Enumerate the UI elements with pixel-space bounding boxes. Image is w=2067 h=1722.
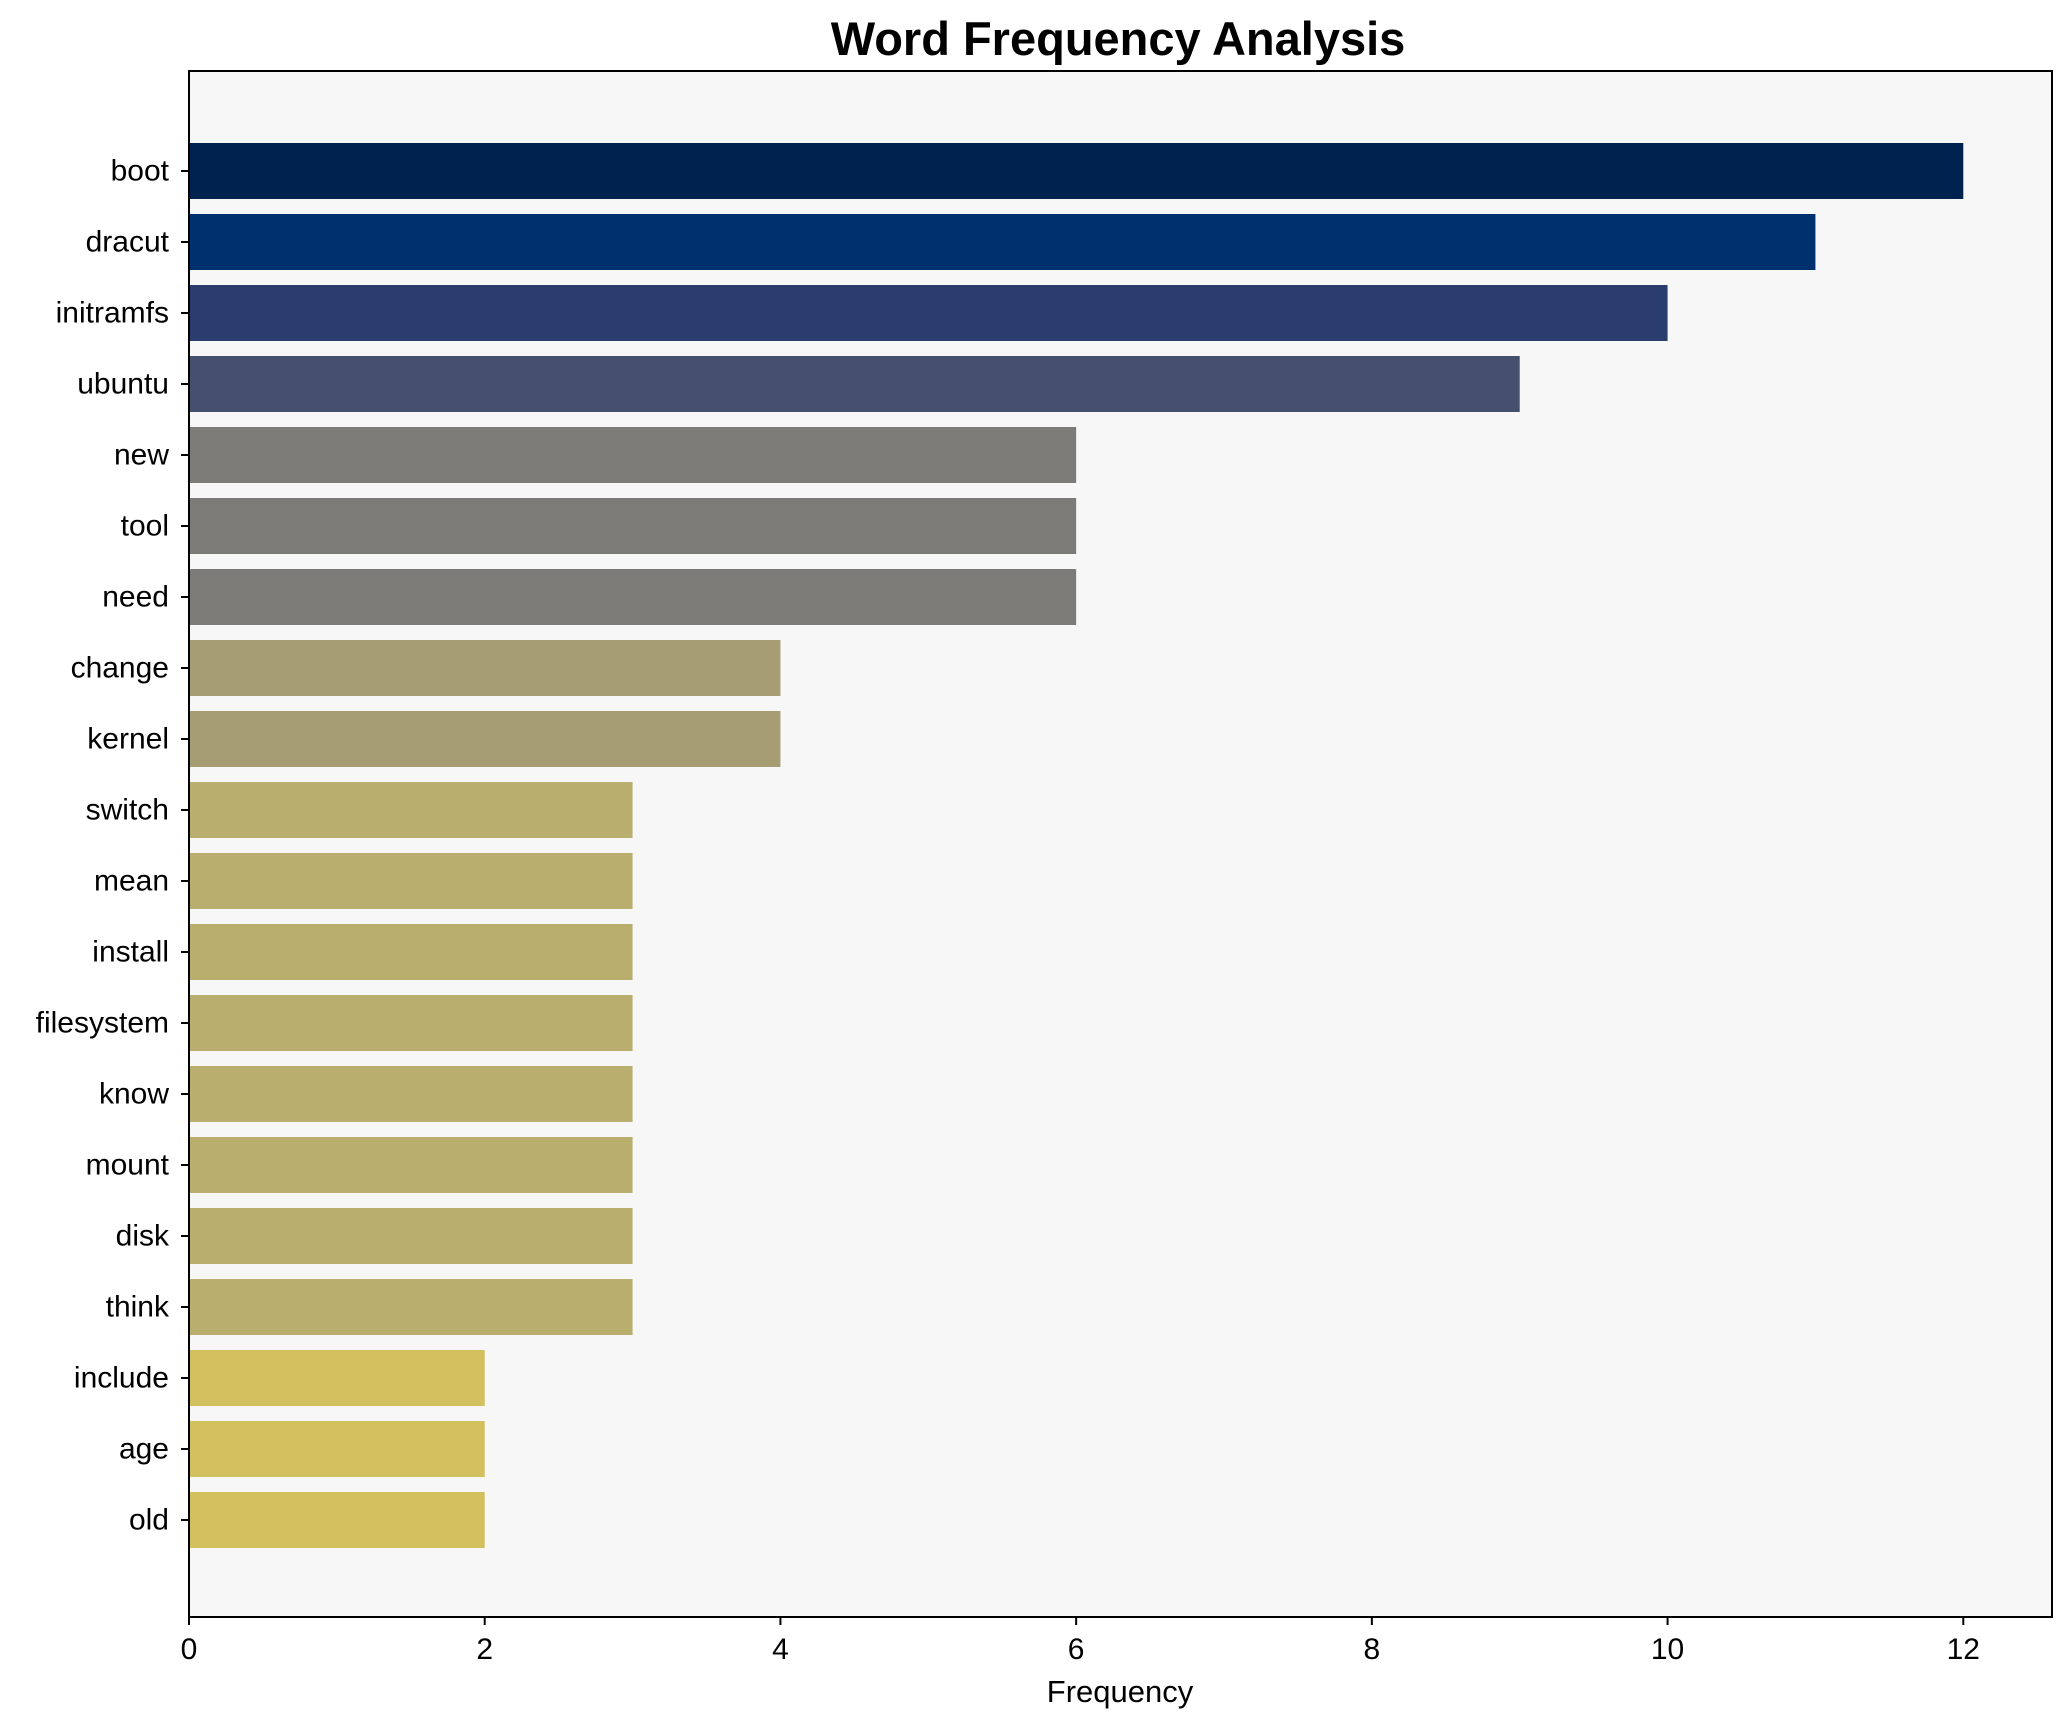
y-tick-label: initramfs xyxy=(56,297,169,330)
y-tick-label: need xyxy=(102,581,169,614)
bar-tool xyxy=(189,498,1077,554)
x-tick-label: 10 xyxy=(1651,1633,1684,1666)
y-tick-label: think xyxy=(106,1291,170,1324)
bar-ubuntu xyxy=(189,356,1520,412)
bar-know xyxy=(189,1066,633,1122)
y-tick-label: know xyxy=(99,1078,169,1111)
x-tick-label: 12 xyxy=(1947,1633,1980,1666)
bar-include xyxy=(189,1350,485,1406)
y-tick-label: new xyxy=(114,439,169,472)
y-tick-label: old xyxy=(129,1504,169,1537)
y-tick-label: install xyxy=(92,936,169,969)
bar-new xyxy=(189,427,1077,483)
y-tick-label: boot xyxy=(111,155,170,188)
y-tick-label: switch xyxy=(86,794,169,827)
x-axis-ticks: 0 2 4 6 8 10 12 xyxy=(181,1617,1980,1666)
bar-age xyxy=(189,1421,485,1477)
y-tick-label: disk xyxy=(116,1220,170,1253)
bar-switch xyxy=(189,782,633,838)
x-axis-label: Frequency xyxy=(1047,1674,1194,1709)
x-tick-label: 0 xyxy=(181,1633,198,1666)
bar-mean xyxy=(189,853,633,909)
bar-disk xyxy=(189,1208,633,1264)
bar-need xyxy=(189,569,1077,625)
y-tick-label: age xyxy=(119,1433,169,1466)
plot-border xyxy=(188,70,2053,1618)
x-tick-label: 2 xyxy=(476,1633,493,1666)
x-tick-label: 8 xyxy=(1364,1633,1381,1666)
y-tick-label: change xyxy=(71,652,169,685)
y-tick-label: ubuntu xyxy=(77,368,169,401)
y-tick-label: kernel xyxy=(87,723,169,756)
bar-think xyxy=(189,1279,633,1335)
y-tick-label: include xyxy=(74,1362,169,1395)
y-tick-label: mount xyxy=(86,1149,170,1182)
bar-mount xyxy=(189,1137,633,1193)
bar-old xyxy=(189,1492,485,1548)
bar-install xyxy=(189,924,633,980)
chart-title: Word Frequency Analysis xyxy=(831,12,1406,65)
bar-initramfs xyxy=(189,285,1668,341)
y-tick-label: tool xyxy=(121,510,169,543)
bar-boot xyxy=(189,143,1964,199)
x-tick-label: 4 xyxy=(772,1633,789,1666)
bars-group xyxy=(189,143,1964,1548)
y-tick-label: filesystem xyxy=(36,1007,169,1040)
y-tick-label: mean xyxy=(94,865,169,898)
bar-dracut xyxy=(189,214,1816,270)
y-tick-label: dracut xyxy=(86,226,170,259)
bar-filesystem xyxy=(189,995,633,1051)
bar-change xyxy=(189,640,781,696)
bar-kernel xyxy=(189,711,781,767)
y-axis-ticks: boot dracut initramfs ubuntu new tool need chan… xyxy=(36,155,189,1537)
x-tick-label: 6 xyxy=(1068,1633,1085,1666)
